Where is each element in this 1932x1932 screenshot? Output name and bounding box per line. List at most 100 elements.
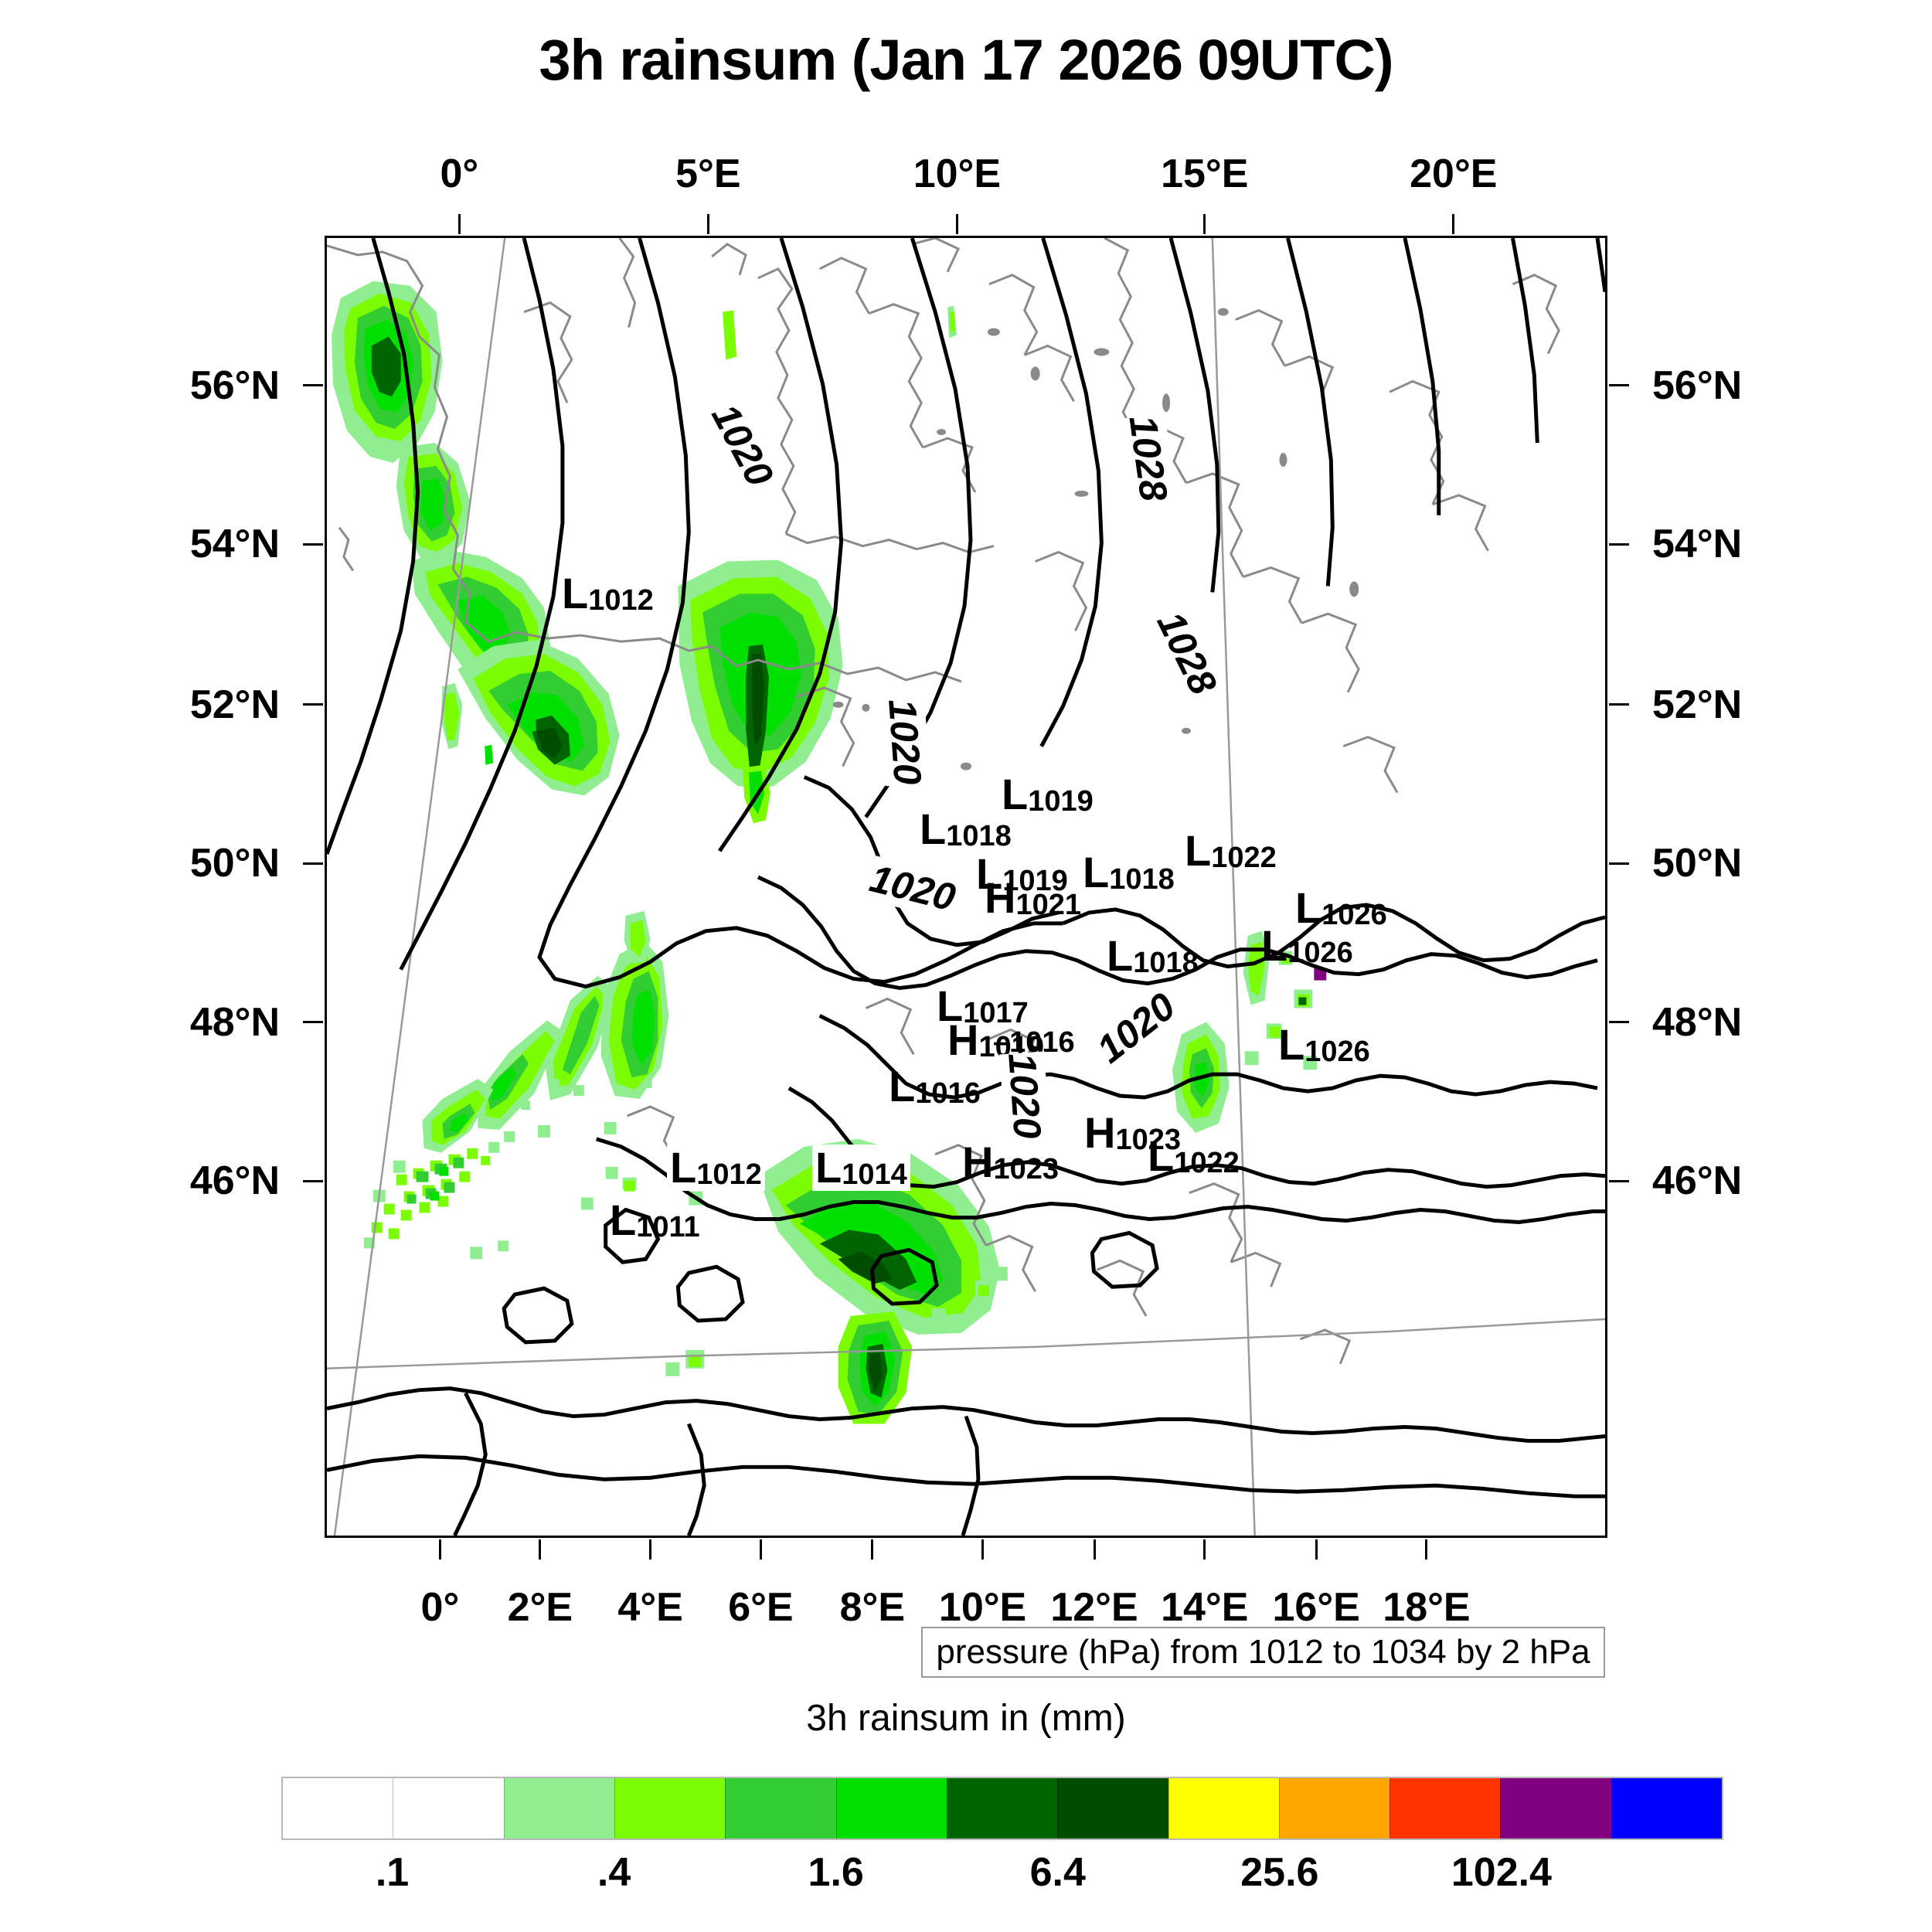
pressure-center-value: 1012 [696,1158,762,1191]
colorbar-title: 3h rainsum in (mm) [806,1698,1126,1739]
colorbar-cell-2 [503,1778,614,1838]
axis-tick-bottom [438,1539,441,1560]
pressure-legend-text: pressure (hPa) from 1012 to 1034 by 2 hP… [936,1633,1590,1671]
pressure-center-value: 1026 [1321,899,1387,931]
colorbar [281,1777,1723,1840]
pressure-center-label-l-1011: L1011 [610,1199,700,1243]
isobar-label-1020: 1020 [999,1051,1050,1141]
pressure-center-type: L [1185,826,1212,875]
colorbar-cell-0 [283,1778,393,1838]
pressure-center-value: 1017 [963,997,1029,1029]
pressure-center-label-h-1023: H1023 [962,1138,1059,1186]
colorbar-cell-4 [725,1778,836,1838]
axis-tick-left [303,703,323,706]
colorbar-cell-8 [1168,1778,1279,1838]
axis-label-lon-top: 15°E [1161,151,1249,196]
colorbar-cell-1 [393,1778,504,1838]
axis-tick-left [303,384,323,387]
axis-label-lon-bottom: 16°E [1272,1585,1360,1630]
pressure-center-type: L [976,849,1003,898]
axis-label-lat-left: 46°N [189,1158,280,1204]
axis-tick-bottom [981,1539,985,1560]
pressure-center-value: 1026 [1287,937,1353,969]
isobar-label-1020: 1020 [879,697,930,787]
axis-tick-top [1203,214,1206,234]
pressure-center-value: 1018 [1109,863,1175,896]
axis-tick-bottom [1203,1539,1206,1560]
pressure-center-value: 1014 [842,1158,907,1191]
pressure-center-value: 1022 [1211,842,1277,874]
axis-label-lon-top: 5°E [675,151,741,196]
axis-tick-bottom [1425,1539,1428,1560]
pressure-center-value: 1016 [915,1077,981,1110]
pressure-legend: pressure (hPa) from 1012 to 1034 by 2 hP… [921,1627,1605,1678]
pressure-center-value: 1019 [1002,865,1068,897]
pressure-center-type: H [947,1015,979,1064]
axis-label-lat-right: 54°N [1652,522,1743,567]
colorbar-tick-label: 6.4 [1029,1850,1086,1895]
pressure-center-type: L [1107,931,1134,980]
pressure-center-type: H [962,1138,994,1186]
axis-tick-bottom [539,1539,542,1560]
colorbar-tick-label: 25.6 [1240,1850,1319,1895]
axis-label-lat-right: 46°N [1652,1158,1743,1204]
colorbar-tick-label: .4 [597,1850,631,1895]
pressure-center-value: 1012 [588,584,654,617]
isobars [327,238,1605,1536]
pressure-center-label-l-1014: L1014 [812,1145,910,1191]
axis-tick-top [457,214,461,234]
axis-tick-bottom [1093,1539,1096,1560]
colorbar-tick-labels: .1 .4 1.6 6.4 25.6 102.4 [281,1849,1723,1903]
axis-tick-bottom [759,1539,762,1560]
colorbar-cell-5 [835,1778,947,1838]
map-plot-area: L1012 L1019 L1018 L1019 L1018 L1022 H1021 L1018… [325,236,1607,1538]
axis-label-lon-bottom: 2°E [507,1585,573,1630]
pressure-center-label-l-1017: L1017 [937,985,1029,1029]
pressure-center-type: H [1084,1108,1116,1157]
pressure-center-label-l-1022: L1022 [1148,1131,1240,1180]
pressure-center-value: 1026 [1304,1036,1370,1068]
axis-label-lat-left: 54°N [189,522,280,567]
axis-tick-right [1609,1179,1629,1182]
axis-tick-bottom [649,1539,652,1560]
pressure-center-value: 1022 [1174,1147,1240,1179]
pressure-center-label-l-1022: L1022 [1185,826,1277,875]
pressure-center-label-l-1012: L1012 [667,1145,765,1191]
axis-tick-top [706,214,709,234]
pressure-center-label-l-1026: L1026 [1278,1020,1370,1069]
colorbar-tick-label: 102.4 [1451,1850,1552,1895]
axis-tick-top [1452,214,1455,234]
axis-label-lon-top: 20°E [1410,151,1498,196]
pressure-center-type: L [1278,1020,1305,1069]
axis-tick-left [303,543,323,546]
pressure-center-type: L [670,1143,697,1192]
colorbar-tick-label: .1 [375,1850,410,1895]
pressure-center-label-l-1019: L1019 [976,852,1068,896]
colorbar-cell-10 [1389,1778,1501,1838]
axis-tick-right [1609,703,1629,706]
colorbar-cell-11 [1500,1778,1611,1838]
axis-label-lat-right: 56°N [1652,362,1743,408]
pressure-center-type: L [1261,921,1288,970]
axis-tick-right [1609,1021,1629,1024]
pressure-center-label-l-1018: L1018 [1083,848,1175,896]
pressure-center-label-l-1026: L1026 [1295,886,1387,930]
pressure-center-type: L [1148,1131,1175,1180]
pressure-center-type: L [920,804,947,853]
axis-tick-bottom [1315,1539,1318,1560]
pressure-center-type: L [1002,770,1029,818]
island-detail [832,308,1359,770]
pressure-center-value: 1021 [1015,889,1081,921]
axis-label-lat-left: 48°N [189,999,280,1045]
axis-label-lon-bottom: 0° [420,1585,460,1630]
pressure-center-type: L [1083,848,1110,896]
axis-tick-left [303,1021,323,1024]
pressure-center-label-l-1018: L1018 [920,808,1012,852]
axis-tick-top [955,214,958,234]
pressure-center-label-l-1026: L1026 [1261,924,1353,968]
pressure-center-type: L [937,981,964,1030]
map-svg [327,238,1605,1536]
colorbar-cell-9 [1278,1778,1390,1838]
pressure-center-value: 1019 [1028,785,1094,818]
axis-tick-right [1609,384,1629,387]
